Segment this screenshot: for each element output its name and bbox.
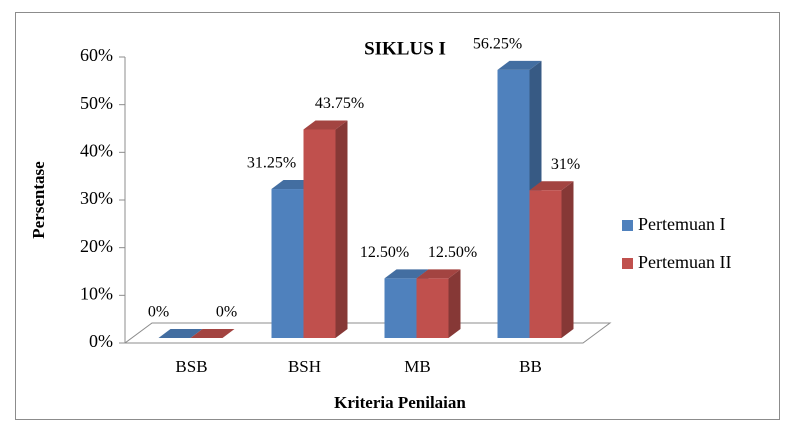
bar-top [158, 329, 203, 338]
bar-front [416, 278, 449, 338]
legend-swatch [622, 220, 633, 231]
bar-front [303, 129, 336, 338]
y-tick-label: 0% [89, 331, 113, 351]
bar-top [190, 329, 235, 338]
y-axis-label: Persentase [29, 161, 48, 239]
chart-border [15, 12, 780, 420]
bar-front [271, 189, 304, 338]
bar-front [384, 278, 417, 338]
bar [303, 120, 348, 338]
value-label: 0% [148, 304, 169, 321]
bar-side [448, 269, 461, 338]
floor [123, 322, 612, 344]
value-label: 31.25% [247, 155, 296, 172]
x-tick-label: BB [519, 357, 542, 376]
bar-top [416, 269, 461, 279]
bar [190, 329, 235, 338]
bar [158, 329, 203, 338]
bar-side [561, 181, 574, 338]
value-label: 12.50% [428, 244, 477, 261]
chart-title: SIKLUS I [364, 38, 446, 59]
legend-swatch [622, 258, 633, 269]
x-tick-label: MB [404, 357, 430, 376]
legend-label: Pertemuan I [638, 214, 725, 234]
value-label: 43.75% [315, 95, 364, 112]
x-tick-label: BSH [288, 357, 321, 376]
bar-top [497, 60, 542, 70]
x-axis-label: Kriteria Penilaian [334, 393, 466, 412]
bar-top [303, 120, 348, 130]
x-tick-label: BSB [175, 357, 207, 376]
y-tick-label: 30% [80, 188, 113, 208]
bar [497, 60, 542, 338]
bar-top [529, 181, 574, 191]
bar [529, 181, 574, 338]
value-label: 0% [216, 304, 237, 321]
bar [416, 269, 461, 338]
bar-front [529, 190, 562, 338]
bar-front [497, 69, 530, 338]
y-tick-label: 60% [80, 45, 113, 65]
y-tick-label: 50% [80, 93, 113, 113]
bar-side [335, 120, 348, 338]
value-label: 12.50% [360, 244, 409, 261]
bar-top [384, 269, 429, 279]
value-label: 56.25% [473, 36, 522, 53]
legend-label: Pertemuan II [638, 252, 731, 272]
y-tick-label: 40% [80, 140, 113, 160]
value-label: 31% [551, 156, 580, 173]
y-tick-label: 10% [80, 283, 113, 303]
y-tick-label: 20% [80, 236, 113, 256]
